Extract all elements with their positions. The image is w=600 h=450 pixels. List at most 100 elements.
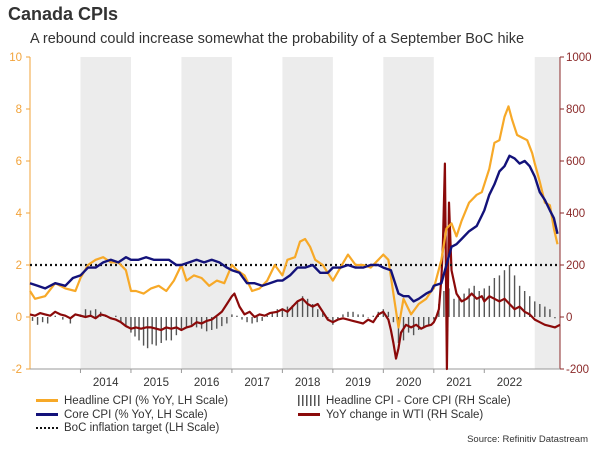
right-tick-label-5: 800 bbox=[566, 104, 585, 116]
cpi-diff-bar-27 bbox=[175, 317, 178, 336]
cpi-diff-bar-29 bbox=[185, 317, 188, 328]
cpi-diff-bar-54 bbox=[311, 304, 314, 317]
cpi-diff-bar-100 bbox=[544, 306, 546, 317]
cpi-diff-bar-33 bbox=[205, 317, 208, 332]
cpi-diff-bar-44 bbox=[261, 317, 263, 321]
x-tick-label-5: 2019 bbox=[345, 377, 371, 389]
cpi-diff-bar-3 bbox=[46, 317, 49, 324]
cpi-diff-bar-36 bbox=[221, 317, 223, 327]
cpi-diff-bar-39 bbox=[236, 315, 238, 317]
left-tick-label-3: 4 bbox=[16, 208, 23, 220]
right-tick-label-4: 600 bbox=[566, 156, 585, 168]
cpi-diff-bar-37 bbox=[226, 317, 228, 324]
left-tick-label-6: 10 bbox=[9, 52, 22, 64]
cpi-diff-bar-22 bbox=[151, 317, 153, 345]
cpi-diff-bar-58 bbox=[332, 317, 334, 325]
left-tick-label-4: 6 bbox=[16, 156, 22, 168]
source-note: Source: Refinitiv Datastream bbox=[467, 434, 588, 445]
legend-label-target: BoC inflation target (LH Scale) bbox=[64, 422, 220, 434]
cpi-diff-bar-25 bbox=[165, 317, 167, 341]
cpi-diff-bar-56 bbox=[322, 311, 324, 317]
left-tick-label-2: 2 bbox=[16, 260, 22, 272]
cpi-diff-bar-14 bbox=[115, 315, 117, 317]
cpi-diff-bar-47 bbox=[276, 309, 279, 317]
legend-label-headline: Headline CPI (% YoY, LH Scale) bbox=[64, 395, 229, 407]
cpi-diff-bar-53 bbox=[306, 298, 309, 317]
cpi-diff-bar-23 bbox=[155, 317, 157, 346]
legend-swatch-core bbox=[36, 413, 58, 417]
cpi-diff-bar-99 bbox=[539, 304, 541, 317]
legend-label-wti: YoY change in WTI (RH Scale) bbox=[326, 409, 484, 421]
right-tick-label-2: 200 bbox=[566, 260, 585, 272]
cpi-diff-bar-35 bbox=[216, 317, 218, 329]
legend-swatch-headline bbox=[36, 399, 58, 403]
left-tick-label-0: -2 bbox=[12, 364, 22, 376]
cpi-diff-bar-96 bbox=[523, 291, 526, 317]
cpi-diff-bar-80 bbox=[443, 291, 445, 317]
cpi-diff-bar-62 bbox=[352, 311, 354, 317]
x-tick-label-2: 2016 bbox=[194, 377, 220, 389]
cpi-diff-bar-34 bbox=[211, 317, 213, 330]
cpi-diff-bar-75 bbox=[417, 317, 420, 330]
cpi-diff-bar-95 bbox=[518, 285, 521, 317]
cpi-diff-bar-65 bbox=[367, 317, 369, 318]
cpi-diff-bar-15 bbox=[120, 317, 122, 323]
cpi-diff-bar-69 bbox=[387, 311, 390, 317]
legend-item-cpi-diff: Headline CPI - Core CPI (RH Scale) bbox=[298, 395, 511, 407]
cpi-diff-bar-46 bbox=[271, 311, 273, 317]
legend-item-wti: YoY change in WTI (RH Scale) bbox=[298, 409, 483, 421]
cpi-diff-bar-10 bbox=[94, 309, 97, 317]
cpi-diff-bar-101 bbox=[549, 309, 551, 317]
legend-swatch-target bbox=[36, 426, 58, 429]
chart-title: Canada CPIs bbox=[8, 4, 119, 24]
wti-change-line bbox=[29, 162, 561, 371]
right-tick-label-0: -200 bbox=[566, 364, 589, 376]
left-tick-label-1: 0 bbox=[16, 312, 22, 324]
right-tick-label-6: 1000 bbox=[566, 52, 592, 64]
cpi-diff-bar-76 bbox=[423, 317, 425, 328]
cpi-diff-bar-41 bbox=[246, 317, 248, 323]
cpi-diff-bar-40 bbox=[241, 317, 243, 320]
cpi-diff-bar-60 bbox=[342, 314, 344, 317]
cpi-diff-bar-88 bbox=[483, 288, 485, 317]
cpi-diff-bar-51 bbox=[296, 301, 299, 317]
cpi-diff-bar-64 bbox=[362, 314, 364, 317]
legend-item-boc-target: BoC inflation target (LH Scale) bbox=[36, 422, 219, 434]
cpi-diff-bar-91 bbox=[498, 275, 501, 317]
cpi-diff-bar-87 bbox=[478, 291, 480, 317]
shaded-band-2023 bbox=[534, 57, 560, 369]
cpi-diff-bar-93 bbox=[508, 265, 511, 317]
cpi-diff-bar-82 bbox=[453, 298, 455, 317]
x-tick-label-8: 2022 bbox=[497, 377, 523, 389]
cpi-diff-bar-45 bbox=[266, 315, 268, 317]
cpi-diff-bar-28 bbox=[180, 317, 183, 329]
cpi-diff-bar-16 bbox=[125, 317, 127, 327]
cpi-diff-bar-77 bbox=[428, 317, 430, 325]
left-tick-label-5: 8 bbox=[16, 104, 22, 116]
cpi-diff-bar-4 bbox=[54, 315, 56, 317]
chart-subtitle: A rebound could increase somewhat the pr… bbox=[30, 31, 525, 47]
right-tick-label-3: 400 bbox=[566, 208, 585, 220]
cpi-diff-bar-94 bbox=[513, 275, 516, 317]
cpi-diff-bar-90 bbox=[493, 278, 496, 317]
cpi-diff-bar-5 bbox=[62, 317, 64, 320]
core-cpi-line bbox=[29, 154, 559, 303]
cpi-diff-bar-61 bbox=[347, 311, 349, 317]
cpi-diff-bar-66 bbox=[372, 315, 374, 317]
cpi-diff-bar-9 bbox=[89, 310, 92, 317]
legend-item-headline-cpi: Headline CPI (% YoY, LH Scale) bbox=[36, 395, 228, 407]
cpi-diff-bar-78 bbox=[433, 317, 435, 320]
x-tick-label-4: 2018 bbox=[295, 377, 321, 389]
legend-label-core: Core CPI (% YoY, LH Scale) bbox=[64, 409, 208, 421]
cpi-diff-bar-2 bbox=[41, 317, 44, 323]
cpi-diff-bar-52 bbox=[301, 296, 304, 317]
shaded-band-2018 bbox=[282, 57, 333, 369]
cpi-diff-bar-0 bbox=[31, 317, 34, 321]
cpi-diff-bar-83 bbox=[458, 296, 460, 317]
legend-swatch-wti bbox=[298, 413, 320, 417]
cpi-diff-bar-38 bbox=[231, 314, 233, 317]
cpi-diff-bar-21 bbox=[146, 317, 149, 349]
cpi-diff-bar-17 bbox=[130, 317, 132, 333]
cpi-diff-bar-43 bbox=[256, 317, 258, 323]
